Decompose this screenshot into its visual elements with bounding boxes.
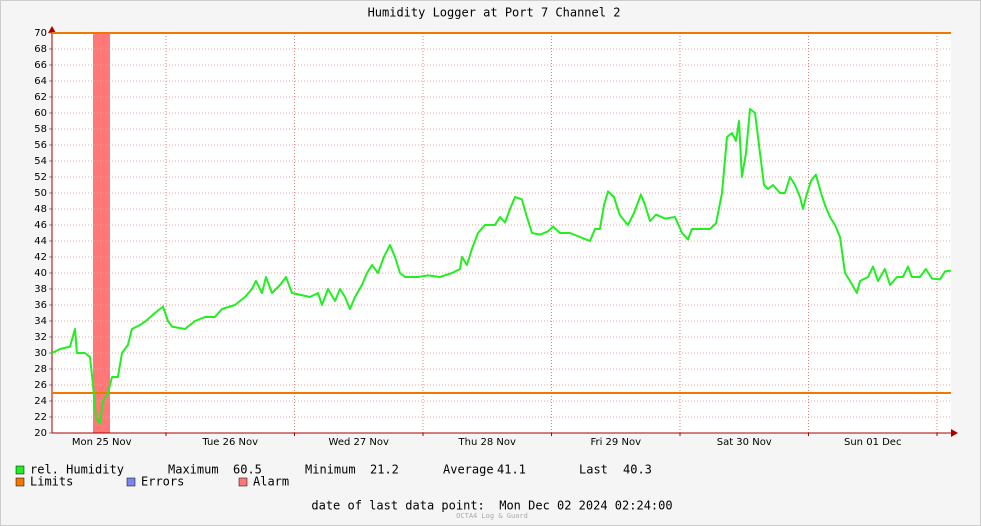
chart-title: Humidity Logger at Port 7 Channel 2	[368, 6, 621, 20]
y-tick-label: 62	[34, 92, 47, 103]
x-tick-label: Fri 29 Nov	[590, 437, 641, 448]
stat-value: 21.2	[370, 463, 399, 477]
legend-swatch	[15, 465, 25, 475]
x-tick-label: Wed 27 Nov	[329, 437, 389, 448]
x-tick-label: Thu 28 Nov	[458, 437, 516, 448]
x-tick-label: Mon 25 Nov	[72, 437, 132, 448]
x-tick-label: Sun 01 Dec	[844, 437, 901, 448]
stat-label: Average	[443, 463, 494, 477]
stat-label: Last	[579, 463, 608, 477]
y-tick-label: 68	[34, 44, 47, 55]
y-tick-label: 36	[34, 300, 47, 311]
y-tick-label: 70	[34, 28, 47, 39]
y-tick-label: 34	[34, 316, 47, 327]
y-tick-label: 38	[34, 284, 47, 295]
stat-value: 41.1	[497, 463, 526, 477]
y-tick-label: 60	[34, 108, 47, 119]
legend-swatch	[238, 477, 248, 487]
series-line	[51, 108, 952, 425]
y-tick-label: 44	[34, 236, 47, 247]
stat-value: 40.3	[623, 463, 652, 477]
y-tick-label: 42	[34, 252, 47, 263]
y-tick-label: 54	[34, 156, 47, 167]
y-tick-label: 52	[34, 172, 47, 183]
x-tick-label: Sat 30 Nov	[717, 437, 772, 448]
y-tick-label: 46	[34, 220, 47, 231]
footer: date of last data point: Mon Dec 02 2024…	[311, 499, 672, 513]
y-tick-label: 58	[34, 124, 47, 135]
watermark: OCTA4 Log & Guard	[456, 512, 528, 520]
y-tick-label: 56	[34, 140, 47, 151]
stat-label: Maximum	[168, 463, 219, 477]
alarm-band	[92, 33, 110, 433]
legend-label: Limits	[30, 475, 73, 489]
y-tick-label: 20	[34, 428, 47, 439]
y-tick-label: 48	[34, 204, 47, 215]
y-tick-label: 40	[34, 268, 47, 279]
y-arrow	[48, 26, 56, 33]
y-tick-label: 50	[34, 188, 47, 199]
y-tick-label: 22	[34, 412, 47, 423]
x-tick-label: Tue 26 Nov	[201, 437, 258, 448]
stat-value: 60.5	[233, 463, 262, 477]
y-tick-label: 24	[34, 396, 47, 407]
y-tick-label: 30	[34, 348, 47, 359]
legend-label: rel. Humidity	[30, 463, 124, 477]
y-tick-label: 66	[34, 60, 47, 71]
x-arrow	[951, 429, 958, 437]
y-tick-label: 28	[34, 364, 47, 375]
y-tick-label: 26	[34, 380, 47, 391]
y-tick-label: 64	[34, 76, 47, 87]
legend-label: Errors	[141, 475, 184, 489]
stat-label: Minimum	[305, 463, 356, 477]
y-tick-label: 32	[34, 332, 47, 343]
legend-swatch	[126, 477, 136, 487]
legend-label: Alarm	[253, 475, 289, 489]
plot-area	[52, 33, 951, 433]
legend-swatch	[15, 477, 25, 487]
